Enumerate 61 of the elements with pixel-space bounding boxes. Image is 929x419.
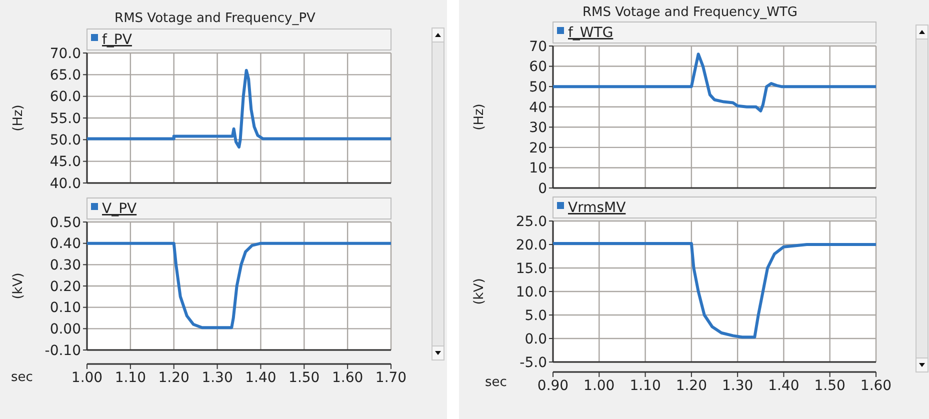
- x-tick-label: 1.00: [584, 378, 615, 394]
- y-axis-title: (kV): [11, 272, 26, 300]
- x-tick-label: 1.40: [768, 378, 800, 394]
- y-tick-label: 10: [529, 160, 547, 177]
- x-tick-label: 1.30: [722, 378, 754, 394]
- chart-title: RMS Votage and Frequency_WTG: [582, 5, 798, 20]
- y-tick-label: 50.0: [50, 132, 81, 149]
- y-tick-label: 70: [529, 38, 547, 55]
- chart-title: RMS Votage and Frequency_PV: [114, 11, 316, 26]
- y-tick-label: -0.10: [44, 342, 81, 359]
- y-tick-label: 0.0: [524, 331, 547, 348]
- y-tick-label: 0.50: [50, 214, 81, 231]
- x-tick-label: 1.10: [630, 378, 661, 394]
- y-tick-label: 0: [538, 180, 547, 197]
- y-tick-label: 25.0: [516, 214, 547, 230]
- y-tick-label: 20: [529, 140, 547, 156]
- y-tick-label: 0.40: [50, 236, 81, 252]
- y-tick-label: 0.00: [50, 322, 81, 338]
- y-axis-title: (Hz): [11, 104, 26, 132]
- x-tick-label: 1.50: [288, 370, 320, 386]
- y-tick-label: 30: [529, 120, 547, 136]
- legend-label: VrmsMV: [568, 200, 626, 216]
- line-series: [553, 242, 876, 339]
- legend-label: V_PV: [102, 201, 138, 217]
- x-tick-label: 1.50: [814, 378, 846, 394]
- y-tick-label: 0.10: [50, 300, 81, 316]
- y-tick-label: 70.0: [50, 46, 81, 62]
- y-tick-label: 20.0: [516, 237, 547, 254]
- y-tick-label: -5.0: [520, 354, 547, 371]
- x-tick-label: 1.20: [158, 370, 190, 386]
- y-tick-label: 40.0: [50, 176, 81, 192]
- legend-label: f_PV: [102, 32, 132, 48]
- line-series: [87, 68, 391, 149]
- y-tick-label: 0.30: [50, 258, 81, 274]
- x-tick-label: 1.60: [860, 378, 892, 394]
- y-tick-label: 0.20: [50, 278, 81, 295]
- y-axis-title: (Hz): [472, 104, 487, 130]
- x-tick-label: 1.20: [676, 378, 708, 394]
- x-tick-label: 0.90: [537, 378, 569, 394]
- legend-label: f_WTG: [568, 25, 614, 41]
- y-tick-label: 15.0: [516, 260, 547, 277]
- line-series: [553, 52, 876, 112]
- y-tick-label: 45.0: [50, 154, 81, 170]
- x-axis-title: sec: [485, 375, 507, 390]
- y-tick-label: 40: [529, 100, 547, 116]
- y-tick-label: 5.0: [524, 308, 547, 324]
- x-tick-label: 1.10: [114, 370, 146, 386]
- y-axis-title: (kV): [472, 278, 487, 305]
- x-tick-label: 1.60: [332, 370, 364, 386]
- y-tick-label: 65.0: [50, 68, 81, 84]
- x-tick-label: 1.30: [202, 370, 233, 386]
- x-axis-title: sec: [11, 370, 33, 385]
- x-tick-label: 1.00: [71, 370, 103, 386]
- y-tick-label: 60.0: [50, 89, 81, 106]
- x-tick-label: 1.70: [375, 370, 407, 386]
- x-tick-label: 1.40: [245, 370, 276, 386]
- y-tick-label: 60: [529, 59, 547, 76]
- y-tick-label: 50: [529, 79, 547, 96]
- line-series: [87, 242, 391, 330]
- y-tick-label: 10.0: [516, 284, 547, 300]
- y-tick-label: 55.0: [50, 110, 81, 127]
